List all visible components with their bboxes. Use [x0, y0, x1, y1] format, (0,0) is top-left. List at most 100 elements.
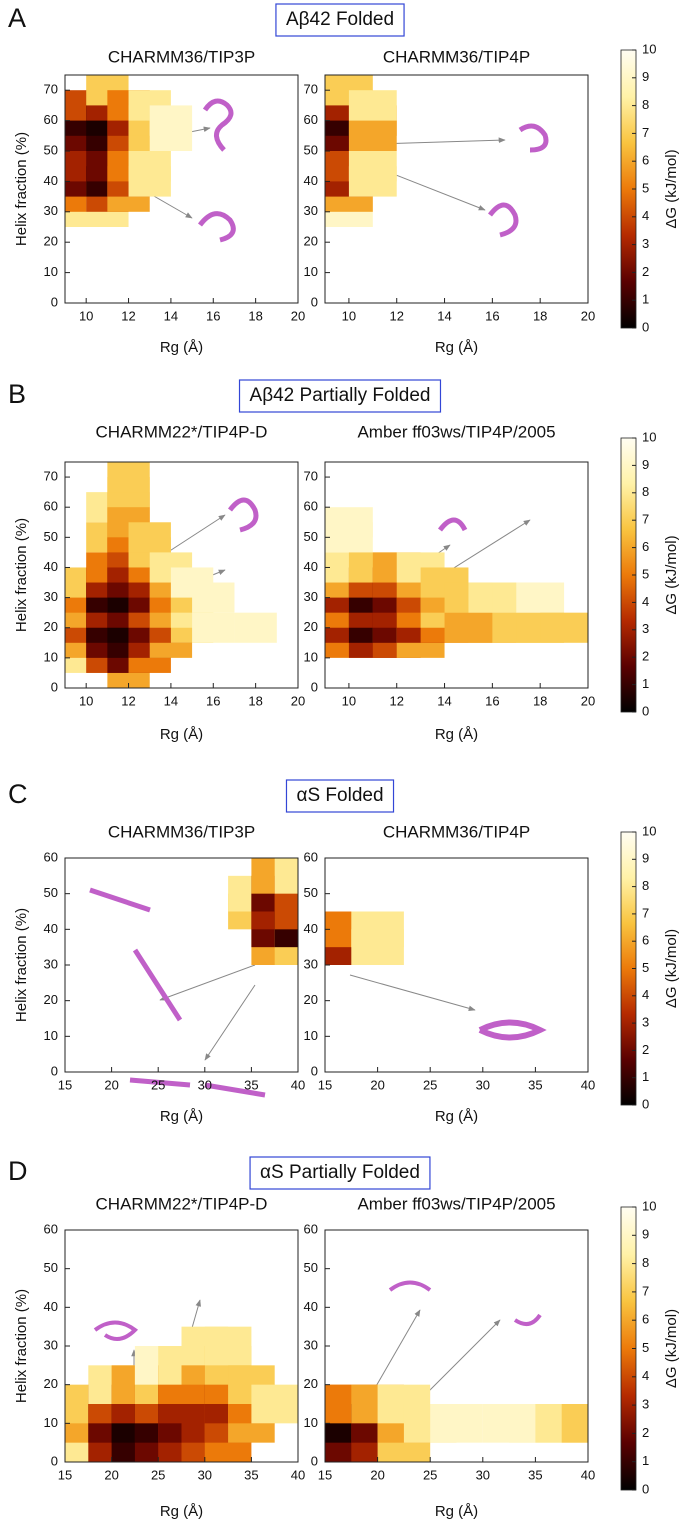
y-tick-label: 50 [304, 529, 318, 544]
colorbar-tick-label: 1 [642, 676, 649, 691]
y-axis-label: Helix fraction (%) [13, 908, 30, 1022]
heatmap-cells [65, 1326, 298, 1462]
colorbar-tick-label: 7 [642, 512, 649, 527]
x-tick-label: 14 [164, 693, 178, 708]
heatmap-cell [274, 858, 298, 894]
colorbar-tick-label: 6 [642, 539, 649, 554]
x-tick-label: 20 [370, 1077, 384, 1092]
colorbar-tick-label: 0 [642, 703, 649, 718]
y-tick-label: 20 [44, 1376, 58, 1391]
section-title-box [238, 379, 442, 413]
section-title: Aβ42 Folded [286, 9, 394, 30]
y-tick-label: 30 [44, 1337, 58, 1352]
colorbar-tick-label: 10 [642, 429, 656, 444]
y-tick-label: 10 [304, 1415, 318, 1430]
x-tick-label: 20 [104, 1077, 118, 1092]
y-tick-label: 20 [44, 234, 58, 249]
x-tick-label: 15 [58, 1467, 72, 1482]
y-tick-label: 10 [44, 649, 58, 664]
y-tick-label: 10 [304, 264, 318, 279]
chart-title: CHARMM36/TIP4P [383, 822, 530, 841]
x-axis-label: Rg (Å) [435, 339, 478, 356]
y-tick-label: 0 [51, 1063, 58, 1078]
chart-title: CHARMM36/TIP3P [108, 47, 255, 66]
x-tick-label: 15 [318, 1467, 332, 1482]
y-axis-label: Helix fraction (%) [13, 132, 30, 246]
colorbar-tick-label: 8 [642, 97, 649, 112]
panel-letter: C [8, 779, 28, 809]
y-tick-label: 30 [304, 203, 318, 218]
y-tick-label: 40 [44, 173, 58, 188]
colorbar-tick-label: 7 [642, 905, 649, 920]
y-tick-label: 40 [304, 921, 318, 936]
y-tick-label: 20 [44, 619, 58, 634]
y-tick-label: 70 [304, 82, 318, 97]
x-axis-label: Rg (Å) [435, 1503, 478, 1520]
y-tick-label: 40 [44, 559, 58, 574]
y-tick-label: 40 [304, 559, 318, 574]
x-tick-label: 18 [533, 308, 547, 323]
colorbar-tick-label: 1 [642, 1453, 649, 1468]
colorbar-tick-label: 2 [642, 649, 649, 664]
x-tick-label: 14 [437, 693, 451, 708]
colorbar-tick-label: 5 [642, 1340, 649, 1355]
x-tick-label: 20 [291, 308, 305, 323]
heatmap-cells [65, 75, 193, 227]
heatmap-cells [325, 1384, 588, 1462]
section-title: αS Folded [296, 785, 383, 806]
heatmap-cell [107, 672, 150, 688]
y-tick-label: 50 [304, 885, 318, 900]
chart-title: CHARMM36/TIP4P [383, 47, 530, 66]
y-axis-label: Helix fraction (%) [13, 1289, 30, 1403]
y-tick-label: 70 [44, 82, 58, 97]
x-tick-label: 25 [151, 1467, 165, 1482]
heatmap-cell [234, 612, 277, 643]
colorbar-tick-label: 9 [642, 69, 649, 84]
x-tick-label: 40 [291, 1077, 305, 1092]
x-tick-label: 40 [581, 1077, 595, 1092]
y-tick-label: 70 [304, 469, 318, 484]
heatmap-cell [251, 1384, 298, 1424]
heatmap-cell [128, 151, 171, 182]
chart-title: Amber ff03ws/TIP4P/2005 [357, 1194, 555, 1213]
colorbar-tick-label: 8 [642, 1255, 649, 1270]
heatmap-cell [516, 582, 565, 613]
y-tick-label: 20 [304, 1376, 318, 1391]
x-tick-label: 25 [151, 1077, 165, 1092]
x-tick-label: 20 [104, 1467, 118, 1482]
x-tick-label: 35 [244, 1077, 258, 1092]
x-tick-label: 25 [423, 1077, 437, 1092]
y-tick-label: 60 [304, 499, 318, 514]
x-tick-label: 20 [581, 693, 595, 708]
x-tick-label: 35 [528, 1077, 542, 1092]
colorbar-tick-label: 5 [642, 566, 649, 581]
panel-letter: D [8, 1156, 28, 1186]
y-tick-label: 0 [311, 679, 318, 694]
colorbar-label: ΔG (kJ/mol) [663, 1309, 680, 1388]
y-tick-label: 50 [44, 142, 58, 157]
colorbar-tick-label: 0 [642, 1481, 649, 1496]
x-tick-label: 10 [79, 693, 93, 708]
y-tick-label: 60 [304, 1221, 318, 1236]
x-tick-label: 15 [318, 1077, 332, 1092]
colorbar-tick-label: 9 [642, 1227, 649, 1242]
x-tick-label: 16 [206, 308, 220, 323]
chart-title: CHARMM22*/TIP4P-D [96, 1194, 268, 1213]
x-tick-label: 40 [291, 1467, 305, 1482]
y-tick-label: 60 [304, 849, 318, 864]
colorbar-tick-label: 1 [642, 1069, 649, 1084]
heatmap-cell [325, 507, 373, 538]
heatmap-cells [325, 911, 404, 965]
colorbar-label: ΔG (kJ/mol) [663, 149, 680, 228]
x-tick-label: 10 [79, 308, 93, 323]
x-tick-label: 10 [342, 693, 356, 708]
colorbar-tick-label: 0 [642, 319, 649, 334]
y-tick-label: 50 [44, 885, 58, 900]
colorbar-tick-label: 5 [642, 960, 649, 975]
y-tick-label: 10 [304, 649, 318, 664]
x-axis-label: Rg (Å) [435, 1108, 478, 1125]
plot-frame [324, 74, 589, 304]
y-tick-label: 30 [44, 203, 58, 218]
x-tick-label: 30 [198, 1077, 212, 1092]
